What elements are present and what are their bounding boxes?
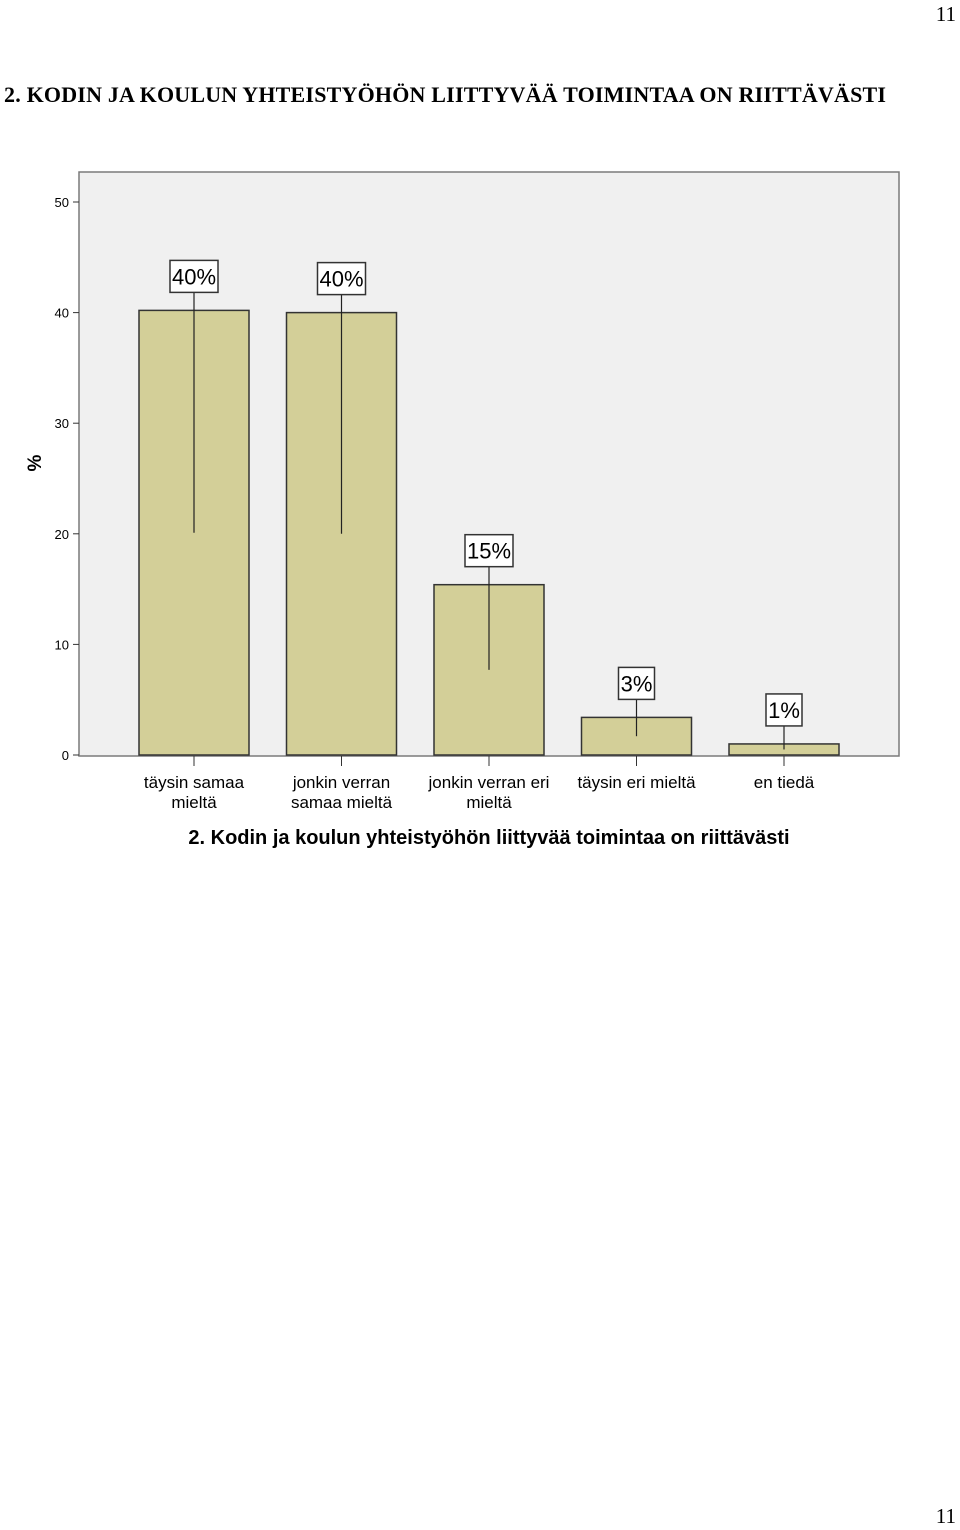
y-tick-label: 40	[55, 306, 69, 321]
chart-title: 2. Kodin ja koulun yhteistyöhön liittyvä…	[188, 827, 789, 849]
y-tick-label: 30	[55, 416, 69, 431]
page-number-top: 11	[935, 2, 956, 26]
x-tick-label: en tiedä	[754, 773, 815, 792]
page-heading: 2. KODIN JA KOULUN YHTEISTYÖHÖN LIITTYVÄ…	[4, 82, 887, 107]
y-axis-title: %	[25, 454, 46, 471]
y-tick-label: 20	[55, 527, 69, 542]
page-number-bottom: 11	[935, 1504, 956, 1528]
data-label: 40%	[319, 267, 363, 292]
data-label: 3%	[621, 671, 653, 696]
x-tick-label: täysin eri mieltä	[577, 773, 696, 792]
data-label: 15%	[467, 539, 511, 564]
y-tick-label: 10	[55, 637, 69, 652]
x-tick-label: mieltä	[171, 793, 217, 812]
x-tick-label: mieltä	[466, 793, 512, 812]
x-tick-label: jonkin verran	[292, 773, 390, 792]
data-label-box	[316, 261, 367, 296]
y-axis: 0 10 20 30 40 50	[55, 195, 79, 763]
data-label: 1%	[768, 698, 800, 723]
data-label-box	[169, 259, 219, 294]
x-tick-label: täysin samaa	[144, 773, 245, 792]
y-tick-label: 50	[55, 195, 69, 210]
data-label-box	[765, 693, 803, 727]
x-tick-label: jonkin verran eri	[428, 773, 550, 792]
data-label: 40%	[172, 264, 216, 289]
bars: 40% 40% 15% 3% 1%	[138, 259, 840, 756]
x-tick-label: samaa mieltä	[291, 793, 393, 812]
data-label-box	[617, 666, 656, 701]
y-tick-label: 0	[62, 748, 69, 763]
data-label-box	[464, 533, 514, 568]
